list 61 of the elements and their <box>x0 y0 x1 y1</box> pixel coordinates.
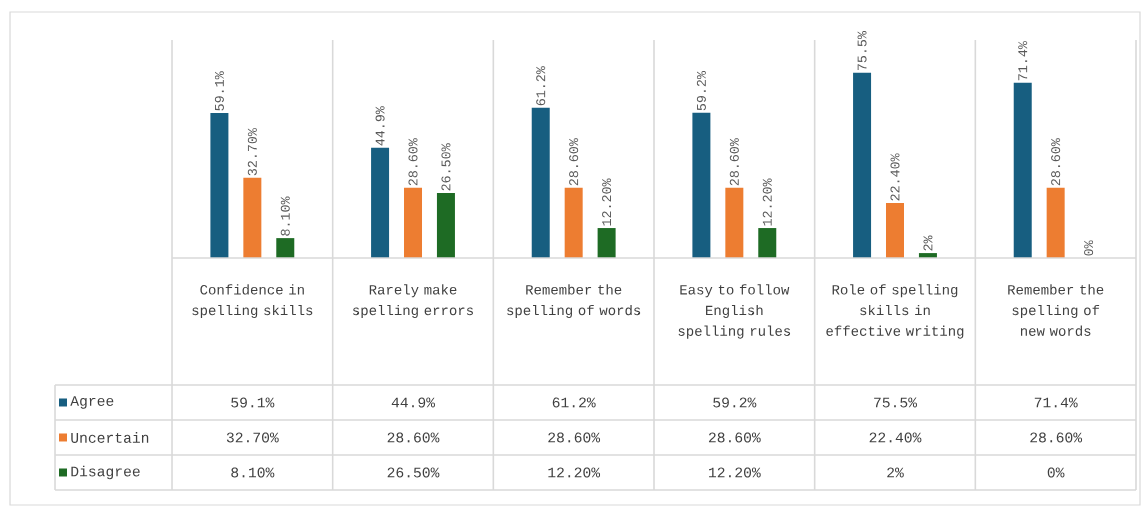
data-label: 8.10% <box>231 467 275 478</box>
bar <box>758 228 777 258</box>
bar <box>371 147 390 258</box>
bar <box>692 112 711 258</box>
data-label: 44.9% <box>391 397 436 408</box>
text: 71.4% <box>1018 41 1028 81</box>
x-tick-label: Remember the spelling of new words <box>1008 284 1104 336</box>
text: 61.2% <box>536 66 546 106</box>
text: 12.20% <box>762 178 772 226</box>
data-label: 26.50% <box>387 467 440 478</box>
text: 44.9% <box>375 106 385 146</box>
data-label: 12.20% <box>548 467 601 478</box>
x-tick-label: Confidence in spelling skills <box>192 284 313 318</box>
text: 28.60% <box>569 138 579 186</box>
data-label: 28.60% <box>387 432 440 443</box>
data-label: 0% <box>1047 467 1065 478</box>
x-tick-label: Role of spelling skills in effective writing <box>826 284 964 339</box>
data-label: 22.40% <box>869 432 922 443</box>
data-label: 2% <box>887 467 904 478</box>
bar <box>436 192 455 258</box>
text: 22.40% <box>890 153 900 201</box>
bar <box>886 203 904 258</box>
bar <box>725 187 744 258</box>
text: 12.20% <box>602 178 612 226</box>
x-tick-label: Rarely make spelling errors <box>353 284 473 318</box>
text: 59.1% <box>214 71 224 111</box>
bar <box>597 228 616 258</box>
bar <box>276 238 295 258</box>
legend-label: Uncertain <box>71 432 149 443</box>
text: 32.70% <box>247 128 257 176</box>
text: 75.5% <box>857 31 867 71</box>
bar <box>210 112 229 258</box>
bar <box>404 187 423 258</box>
data-label: 28.60% <box>1030 432 1083 443</box>
text: 2% <box>923 235 933 251</box>
legend-label: Disagree <box>71 465 140 480</box>
x-tick-label: Remember the spelling of words <box>507 284 641 318</box>
bar <box>243 177 262 258</box>
data-label: 28.60% <box>708 432 761 443</box>
data-label: 32.70% <box>226 432 279 443</box>
bar <box>1046 187 1065 258</box>
data-label: 12.20% <box>709 467 761 478</box>
data-label: 59.1% <box>231 397 275 408</box>
text: 0% <box>1084 240 1094 256</box>
bar <box>1013 82 1032 258</box>
text: 26.50% <box>441 143 451 191</box>
text: 28.60% <box>1051 138 1061 186</box>
data-label: 71.4% <box>1034 397 1078 408</box>
text: 28.60% <box>408 138 418 186</box>
bar <box>564 187 583 258</box>
data-label: 28.60% <box>548 432 601 443</box>
x-tick-label: Easy to follow English spelling rules <box>678 284 791 339</box>
text: 8.10% <box>280 196 290 236</box>
text: 28.60% <box>729 138 739 186</box>
data-label: 75.5% <box>874 397 918 408</box>
data-label: 61.2% <box>552 397 596 408</box>
bar <box>853 72 872 258</box>
data-label: 59.2% <box>713 397 757 408</box>
legend-label: Agree <box>70 396 114 409</box>
text: 59.2% <box>696 71 706 111</box>
bar <box>531 107 550 258</box>
